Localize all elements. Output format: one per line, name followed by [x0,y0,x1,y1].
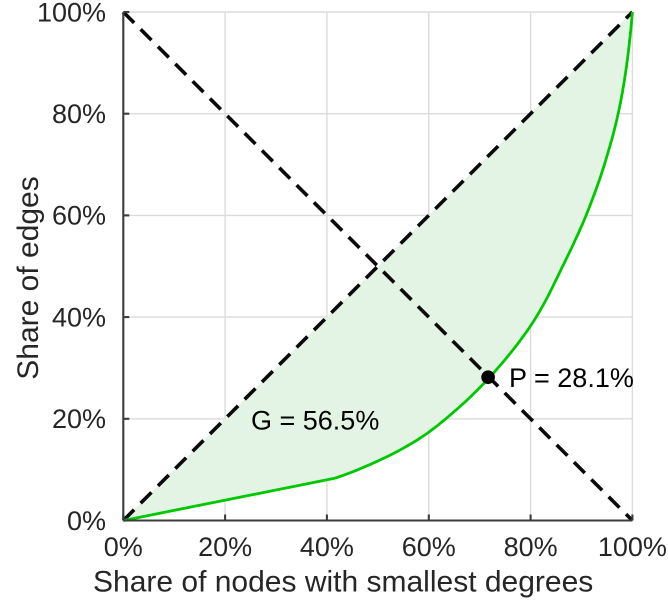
svg-text:Share of edges: Share of edges [12,176,45,379]
svg-text:100%: 100% [37,0,106,27]
svg-text:Share of nodes with smallest d: Share of nodes with smallest degrees [93,566,593,599]
svg-text:0%: 0% [104,532,143,562]
svg-text:60%: 60% [402,532,456,562]
svg-text:G = 56.5%: G = 56.5% [251,406,379,436]
svg-text:80%: 80% [52,99,106,129]
svg-text:20%: 20% [198,532,252,562]
svg-text:40%: 40% [52,302,106,332]
svg-text:100%: 100% [598,532,667,562]
svg-text:60%: 60% [52,201,106,231]
svg-text:40%: 40% [300,532,354,562]
svg-text:0%: 0% [67,506,106,536]
svg-text:P = 28.1%: P = 28.1% [509,363,634,393]
svg-text:80%: 80% [504,532,558,562]
svg-text:20%: 20% [52,404,106,434]
